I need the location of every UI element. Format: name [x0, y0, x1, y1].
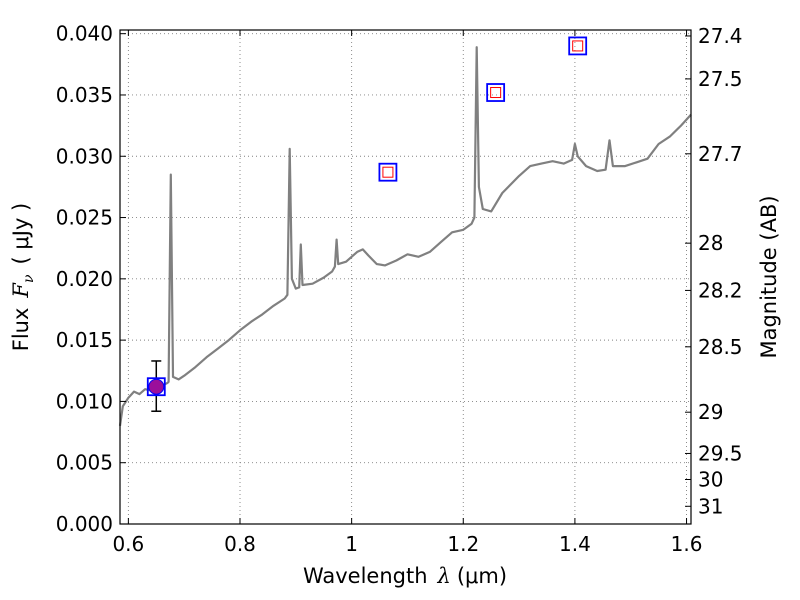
point-square — [568, 36, 588, 56]
y2-tick-label: 27.7 — [698, 142, 743, 166]
x-tick-label: 1.6 — [671, 532, 703, 556]
y-tick-label: 0.040 — [56, 22, 113, 46]
point-square — [378, 162, 398, 182]
plot-frame — [119, 29, 692, 525]
y2-tick-label: 29.5 — [698, 441, 743, 465]
y-tick-label: 0.025 — [56, 206, 113, 230]
point-inner-square — [490, 87, 502, 99]
y2-tick-label: 27.4 — [698, 24, 743, 48]
series-layer — [118, 46, 692, 427]
photometry-point — [486, 83, 506, 102]
y2-tick-label: 28 — [698, 231, 723, 255]
point-circle — [148, 378, 165, 395]
y2-tick-label: 31 — [698, 494, 723, 518]
y-tick-label: 0.015 — [56, 328, 113, 352]
photometry-point — [568, 36, 588, 56]
x-tick-label: 1.2 — [447, 532, 479, 556]
point-inner-square — [382, 166, 394, 178]
points-layer — [146, 36, 588, 412]
photometry-point — [146, 360, 166, 412]
y2-tick-label: 29 — [698, 400, 723, 424]
point-square — [486, 83, 506, 102]
y2-tick-label: 28.5 — [698, 335, 743, 359]
ticks: 0.6 0.8 1 1.2 1.4 1.6 0.000 0.005 0.010 0.015 0.02… — [56, 22, 743, 556]
x-tick-label: 0.6 — [112, 532, 144, 556]
x-tick-label: 1 — [345, 532, 358, 556]
y-tick-label: 0.020 — [56, 267, 113, 291]
x-tick-label: 1.4 — [559, 532, 591, 556]
y-tick-label: 0.000 — [56, 512, 113, 536]
y-tick-label: 0.005 — [56, 451, 113, 475]
plot-background — [120, 30, 691, 524]
photometry-point — [378, 162, 398, 182]
point-square — [146, 377, 166, 397]
y2-tick-label: 30 — [698, 467, 723, 491]
y2-tick-label: 27.5 — [698, 67, 743, 91]
y-axis-label: FluxFν( μJy ) — [9, 203, 37, 351]
y-tick-label: 0.030 — [56, 144, 113, 168]
x-axis-label: Wavelength λ (μm) — [303, 564, 507, 588]
spectrum-line — [118, 46, 692, 427]
y-tick-label: 0.010 — [56, 389, 113, 413]
y-tick-label: 0.035 — [56, 83, 113, 107]
x-tick-label: 0.8 — [224, 532, 256, 556]
y2-tick-label: 28.2 — [698, 278, 743, 302]
point-inner-square — [572, 40, 584, 52]
y2-axis-label: Magnitude (AB) — [757, 195, 781, 358]
